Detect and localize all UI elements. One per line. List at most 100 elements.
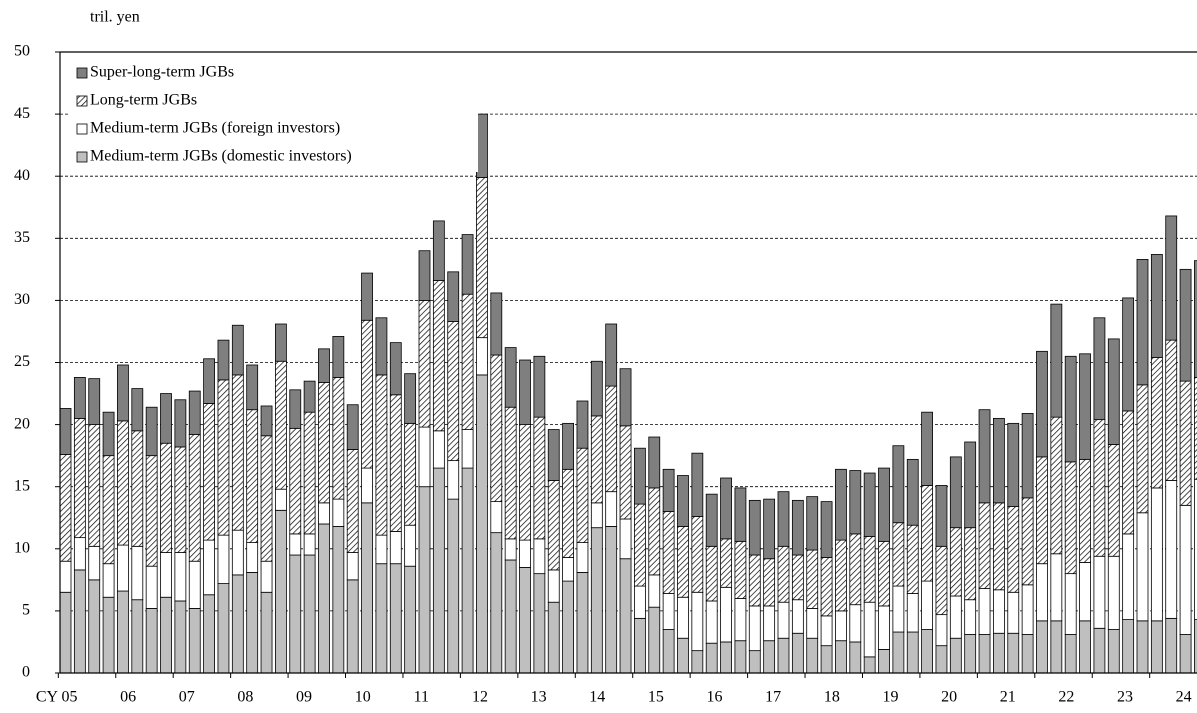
bar-segment: [1150, 254, 1163, 358]
bar-segment: [1136, 259, 1149, 386]
bar-segment: [88, 424, 101, 547]
bar-segment: [88, 545, 101, 581]
bar-segment: [188, 434, 201, 562]
bar-segment: [375, 317, 388, 376]
bar-segment: [117, 544, 129, 592]
bar-segment: [1136, 620, 1149, 674]
bar-segment: [662, 468, 675, 512]
bar-segment: [1150, 620, 1163, 674]
bar-segment: [246, 409, 259, 543]
bar-segment: [418, 426, 431, 488]
bar-segment: [145, 608, 158, 674]
bar-segment: [734, 598, 747, 642]
bar-segment: [662, 593, 675, 630]
bar-segment: [964, 527, 977, 601]
y-tick-label: 5: [22, 602, 30, 619]
bar-segment: [246, 542, 259, 573]
x-tick-label: 22: [1058, 689, 1074, 706]
bar-segment: [289, 389, 302, 429]
bar-segment: [949, 527, 962, 597]
bar-segment: [361, 272, 373, 321]
bar-segment: [174, 600, 187, 674]
bar-segment: [1079, 353, 1091, 460]
bar-segment: [117, 590, 129, 674]
legend-swatch: [76, 67, 88, 79]
bar-segment: [791, 599, 804, 634]
bar-segment: [131, 430, 144, 547]
bar-segment: [921, 485, 933, 582]
bar-segment: [346, 449, 359, 553]
bar-segment: [748, 554, 761, 607]
bar-segment: [504, 559, 517, 674]
bar-segment: [346, 552, 359, 581]
bar-segment: [605, 491, 618, 527]
bar-segment: [303, 554, 316, 674]
bar-segment: [389, 531, 402, 565]
bar-segment: [1064, 461, 1077, 575]
bar-segment: [145, 406, 158, 457]
legend-swatch: [76, 95, 88, 107]
bar-segment: [260, 435, 273, 562]
bar-segment: [1064, 355, 1077, 463]
bar-segment: [734, 640, 747, 674]
bar-segment: [748, 499, 761, 556]
bar-segment: [1021, 413, 1034, 499]
bar-segment: [461, 234, 474, 295]
bar-segment: [720, 586, 732, 643]
bar-segment: [634, 617, 646, 674]
bar-segment: [806, 549, 819, 609]
bar-segment: [863, 656, 876, 674]
bar-segment: [605, 323, 618, 387]
bar-segment: [1165, 617, 1178, 674]
bar-segment: [432, 430, 445, 469]
bar-segment: [662, 511, 675, 594]
y-tick-label: 25: [14, 353, 30, 370]
bar-segment: [619, 368, 632, 427]
y-tick-label: 0: [22, 664, 30, 681]
bar-segment: [217, 534, 230, 584]
bar-segment: [217, 379, 230, 536]
bar-segment: [274, 323, 287, 362]
bar-segment: [648, 574, 661, 608]
bar-segment: [993, 632, 1005, 674]
legend-background: [68, 58, 478, 172]
bar-segment: [231, 529, 244, 576]
bar-segment: [648, 436, 661, 489]
bar-segment: [432, 280, 445, 432]
x-tick-label: CY 05: [36, 689, 78, 706]
bar-segment: [863, 601, 876, 658]
bar-segment: [1107, 338, 1120, 445]
bar-segment: [1036, 456, 1048, 565]
y-tick-label: 20: [14, 415, 30, 432]
bar-segment: [519, 359, 531, 425]
bar-segment: [131, 388, 144, 432]
bar-segment: [59, 408, 72, 455]
bar-segment: [1179, 380, 1192, 506]
bar-segment: [935, 485, 948, 547]
bar-segment: [231, 574, 244, 674]
bar-segment: [1007, 591, 1020, 634]
bar-segment: [935, 545, 948, 616]
bar-segment: [691, 591, 704, 652]
bar-segment: [590, 360, 603, 417]
bar-segment: [533, 416, 546, 540]
bar-segment: [849, 533, 862, 606]
bar-segment: [73, 417, 86, 539]
bar-segment: [174, 552, 187, 602]
bar-segment: [590, 415, 603, 504]
bar-segment: [145, 565, 158, 609]
bar-segment: [562, 580, 574, 674]
bar-segment: [160, 442, 172, 553]
bar-segment: [318, 502, 330, 525]
bar-segment: [447, 498, 460, 674]
bar-segment: [533, 538, 546, 575]
bar-segment: [1036, 563, 1048, 622]
bar-segment: [619, 558, 632, 674]
y-tick-label: 15: [14, 477, 30, 494]
bar-segment: [418, 250, 431, 301]
bar-segment: [892, 585, 905, 633]
bar-segment: [892, 522, 905, 587]
bar-segment: [1122, 619, 1135, 674]
bar-segment: [490, 354, 503, 503]
